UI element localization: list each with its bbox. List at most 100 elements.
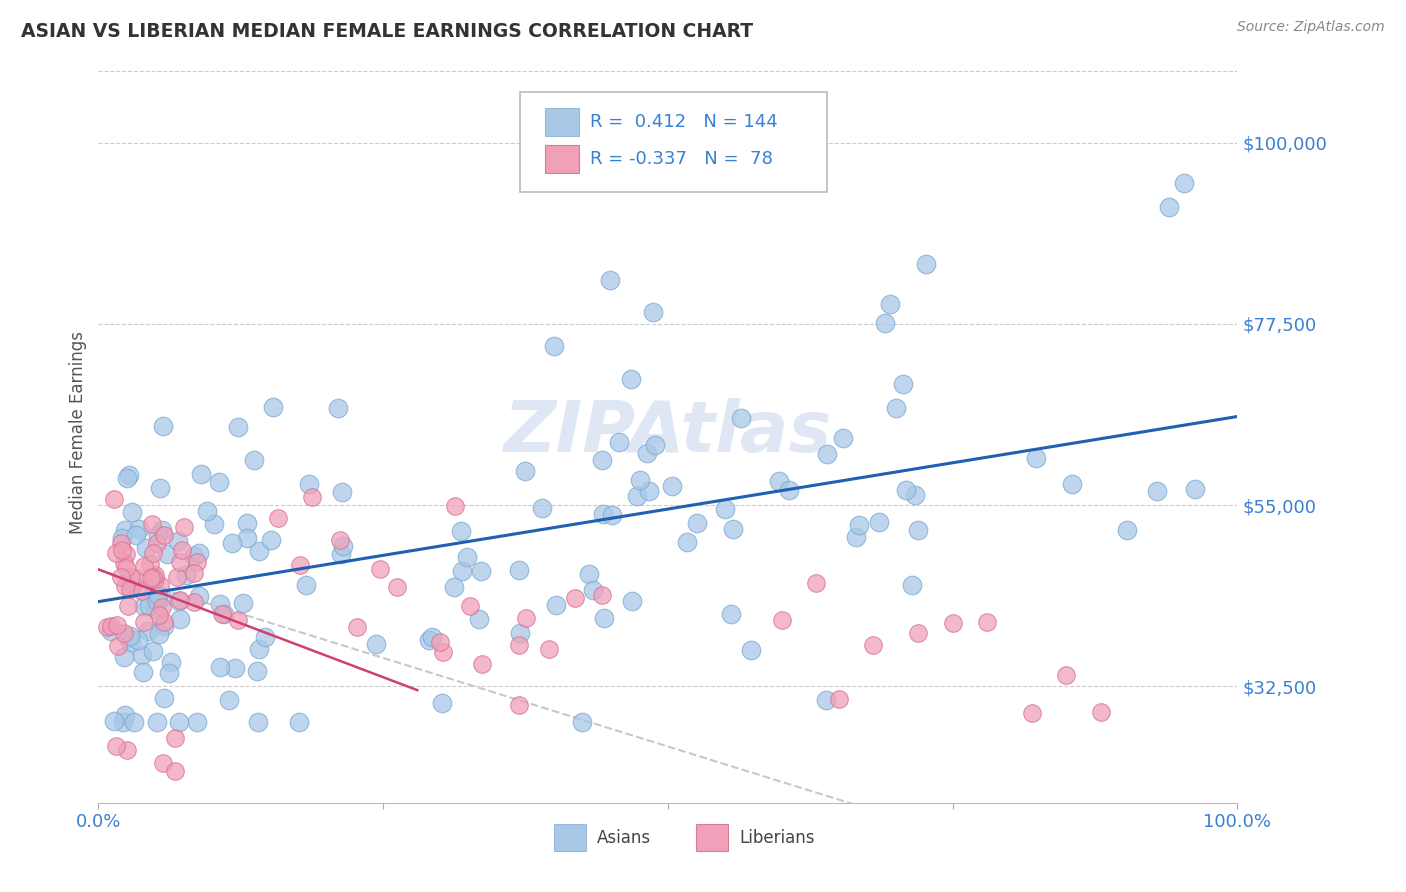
Point [112,556,135,570]
Point [1146,483,1168,498]
Point [114,708,136,723]
Point [115,471,138,485]
Point [188,590,211,604]
Text: Asians: Asians [598,829,651,847]
Point [138,599,160,614]
Point [508,698,530,712]
Point [208,475,231,489]
Point [243,452,266,467]
Point [174,567,197,582]
Point [114,579,136,593]
Point [117,599,139,614]
Point [167,533,190,548]
Point [120,570,142,584]
Point [103,491,125,506]
Point [509,626,531,640]
Point [122,578,145,592]
Point [132,599,155,613]
Point [907,626,929,640]
Point [591,453,613,467]
Point [644,438,666,452]
Bar [696,824,728,851]
Point [100,624,122,638]
Point [173,520,195,534]
Point [156,547,179,561]
Y-axis label: Median Female Earnings: Median Female Earnings [69,331,87,534]
Point [907,523,929,537]
Point [894,483,917,498]
Point [209,659,232,673]
Point [714,501,737,516]
Point [530,500,553,515]
Point [186,555,208,569]
Point [430,696,453,710]
Point [112,649,135,664]
Point [592,508,614,522]
Point [571,715,593,730]
Point [209,597,232,611]
Point [578,567,600,582]
Point [661,479,683,493]
Point [1090,705,1112,719]
Point [267,510,290,524]
Point [685,516,707,531]
Point [152,691,174,706]
Point [143,568,166,582]
Point [121,504,143,518]
Point [148,528,170,542]
Bar [546,108,579,136]
Point [675,535,697,549]
Point [139,557,162,571]
Point [804,576,827,591]
Point [900,578,922,592]
Point [132,665,155,679]
Point [330,485,353,500]
Point [429,635,451,649]
Point [247,715,270,730]
Point [139,571,162,585]
Point [246,664,269,678]
Point [142,644,165,658]
Text: Source: ZipAtlas.com: Source: ZipAtlas.com [1237,20,1385,34]
Point [845,530,868,544]
Point [118,629,141,643]
Point [443,580,465,594]
Point [770,613,793,627]
Point [262,400,284,414]
Text: R = -0.337   N =  78: R = -0.337 N = 78 [591,151,773,169]
Point [152,599,174,614]
Point [368,562,391,576]
Point [600,508,623,522]
Point [142,587,165,601]
Point [828,692,851,706]
Point [456,549,478,564]
Point [260,533,283,548]
Point [135,541,157,555]
Point [170,543,193,558]
Point [120,575,142,590]
Point [152,756,174,770]
Point [103,714,125,729]
Point [915,257,938,271]
Point [157,665,180,680]
Point [515,610,537,624]
Point [163,764,186,778]
Point [165,731,187,746]
Point [114,561,136,575]
Point [115,547,138,561]
Point [212,607,235,622]
Point [146,536,169,550]
Point [228,419,250,434]
Point [740,643,762,657]
Point [418,632,440,647]
Point [620,372,643,386]
Point [768,475,790,489]
Point [236,516,259,531]
Point [294,577,316,591]
Point [1021,706,1043,720]
Point [290,558,312,572]
Point [330,548,353,562]
Point [141,517,163,532]
Point [641,305,664,319]
Point [122,715,145,730]
